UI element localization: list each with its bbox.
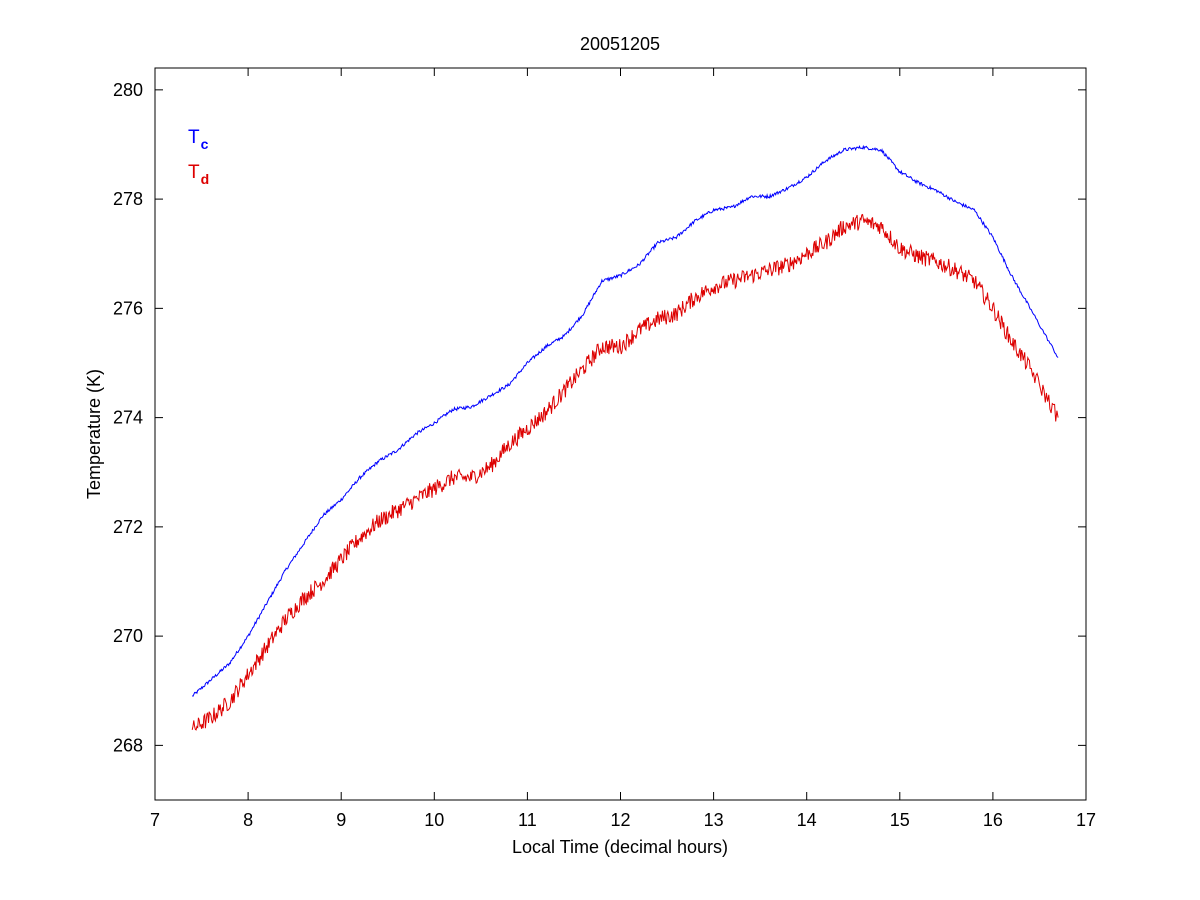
series-line-td (191, 213, 1059, 731)
y-tick-label: 270 (113, 626, 143, 646)
x-tick-label: 11 (518, 810, 537, 830)
y-tick-label: 280 (113, 80, 143, 100)
axes-box (154, 67, 1087, 801)
series-layer (191, 144, 1059, 731)
x-tick-label: 8 (243, 810, 253, 830)
x-tick-label: 13 (704, 810, 724, 830)
chart-title: 20051205 (580, 34, 660, 54)
y-tick-label: 274 (113, 408, 143, 428)
x-tick-label: 12 (610, 810, 630, 830)
x-tick-label: 17 (1076, 810, 1096, 830)
x-tick-label: 7 (150, 810, 160, 830)
x-tick-label: 14 (797, 810, 817, 830)
x-tick-label: 16 (983, 810, 1003, 830)
y-tick-label: 278 (113, 189, 143, 209)
y-axis-label: Temperature (K) (84, 369, 104, 499)
x-tick-label: 9 (336, 810, 346, 830)
series-line-tc (191, 144, 1059, 697)
y-tick-label: 272 (113, 517, 143, 537)
axis-ticks: 7 8 9 10 11 12 13 14 15 16 17 268 270 272 274 276 278 280 (113, 68, 1096, 830)
plot-area (154, 67, 1087, 801)
x-tick-label: 15 (890, 810, 910, 830)
y-tick-label: 276 (113, 298, 143, 318)
x-axis-label: Local Time (decimal hours) (512, 837, 728, 857)
x-tick-label: 10 (424, 810, 444, 830)
y-tick-label: 268 (113, 735, 143, 755)
